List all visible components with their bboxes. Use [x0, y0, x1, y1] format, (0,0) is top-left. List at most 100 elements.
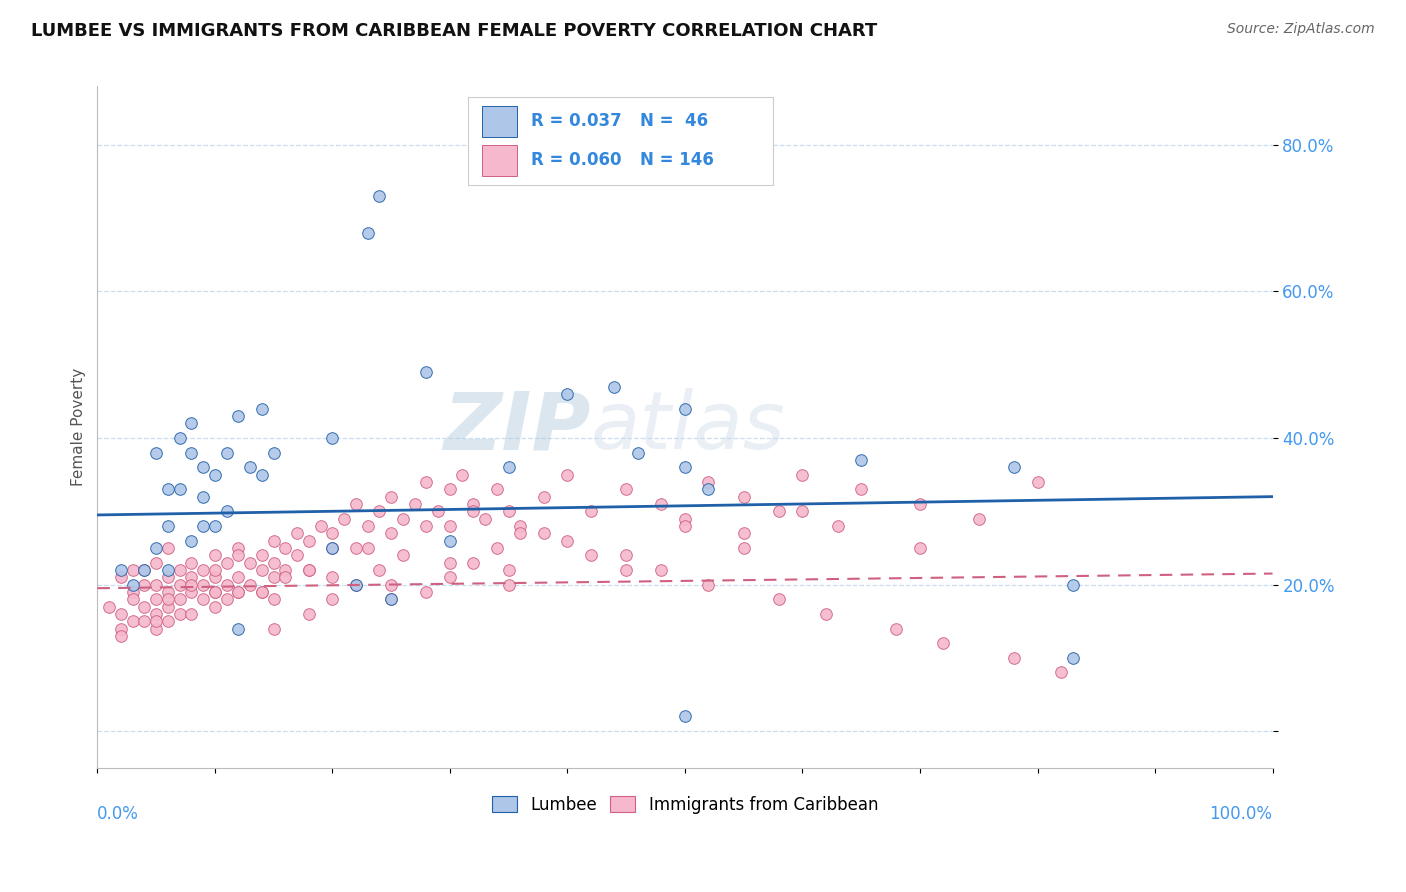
Point [321, 431, 343, 445]
Point [557, 533, 579, 548]
Point [627, 445, 650, 459]
Point [228, 409, 250, 423]
Point [98, 599, 121, 614]
Point [204, 585, 226, 599]
Point [333, 511, 356, 525]
Point [263, 622, 285, 636]
Y-axis label: Female Poverty: Female Poverty [72, 368, 86, 486]
Point [439, 570, 461, 584]
Point [156, 614, 179, 628]
Point [204, 548, 226, 562]
Point [215, 445, 238, 459]
Point [228, 548, 250, 562]
Point [356, 226, 378, 240]
Point [285, 548, 308, 562]
Point [415, 365, 437, 379]
Point [169, 563, 191, 577]
Point [463, 504, 485, 518]
Point [180, 445, 202, 459]
Point [239, 577, 262, 591]
Point [344, 497, 367, 511]
Point [697, 475, 720, 489]
Point [814, 607, 837, 621]
Text: LUMBEE VS IMMIGRANTS FROM CARIBBEAN FEMALE POVERTY CORRELATION CHART: LUMBEE VS IMMIGRANTS FROM CARIBBEAN FEMA… [31, 22, 877, 40]
Point [673, 401, 696, 416]
Point [380, 526, 402, 541]
Point [121, 592, 143, 607]
Point [380, 490, 402, 504]
Point [533, 526, 555, 541]
Point [169, 431, 191, 445]
Point [344, 541, 367, 555]
Point [404, 497, 426, 511]
Point [134, 599, 156, 614]
Point [439, 519, 461, 533]
FancyBboxPatch shape [482, 106, 517, 136]
Point [415, 519, 437, 533]
Point [673, 519, 696, 533]
Point [1050, 665, 1073, 680]
Point [392, 511, 415, 525]
Point [285, 526, 308, 541]
Point [498, 460, 520, 475]
Point [110, 570, 132, 584]
Point [614, 548, 637, 562]
Point [191, 563, 214, 577]
Point [298, 533, 321, 548]
Point [485, 483, 508, 497]
Point [110, 622, 132, 636]
Point [169, 577, 191, 591]
Point [697, 483, 720, 497]
Point [156, 563, 179, 577]
Point [156, 585, 179, 599]
Point [439, 556, 461, 570]
Point [579, 504, 602, 518]
Point [474, 511, 496, 525]
Point [427, 504, 450, 518]
Point [321, 570, 343, 584]
Point [673, 460, 696, 475]
Point [169, 592, 191, 607]
Point [415, 585, 437, 599]
Point [156, 483, 179, 497]
Point [463, 497, 485, 511]
Point [498, 577, 520, 591]
Point [134, 563, 156, 577]
Point [908, 497, 931, 511]
Point [191, 460, 214, 475]
Point [557, 387, 579, 401]
Point [1026, 475, 1049, 489]
Text: 100.0%: 100.0% [1209, 805, 1272, 823]
Point [145, 622, 167, 636]
Point [485, 541, 508, 555]
Point [180, 585, 202, 599]
Point [180, 533, 202, 548]
Point [498, 563, 520, 577]
Point [250, 585, 273, 599]
Point [673, 709, 696, 723]
Point [967, 511, 990, 525]
Point [932, 636, 955, 650]
Point [250, 585, 273, 599]
Text: ZIP: ZIP [443, 388, 591, 466]
Point [204, 570, 226, 584]
Point [263, 556, 285, 570]
Point [321, 526, 343, 541]
Point [851, 453, 873, 467]
Point [204, 563, 226, 577]
Point [169, 607, 191, 621]
Point [239, 460, 262, 475]
Point [274, 563, 297, 577]
Point [191, 490, 214, 504]
Point [180, 577, 202, 591]
Point [204, 585, 226, 599]
Point [228, 585, 250, 599]
Point [579, 548, 602, 562]
Point [509, 519, 531, 533]
Point [215, 592, 238, 607]
Text: N =  46: N = 46 [640, 112, 709, 130]
Point [792, 467, 814, 482]
Point [191, 519, 214, 533]
Point [250, 401, 273, 416]
Point [415, 475, 437, 489]
